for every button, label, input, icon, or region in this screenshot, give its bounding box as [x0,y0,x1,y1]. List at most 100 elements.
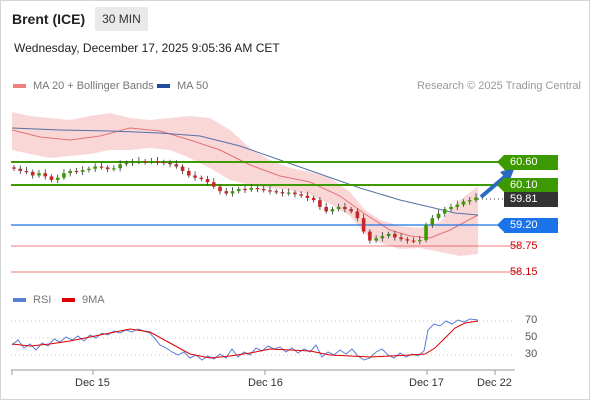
candle-body [137,161,141,163]
candle-body [68,170,72,174]
candle-body [330,209,335,212]
level-label-2: 60.10 [497,178,558,193]
x-label-dec17: Dec 17 [409,377,444,389]
level-label-1: 60.60 [497,155,558,170]
bollinger-band [12,112,478,256]
rsi-tick-70: 70 [525,314,538,326]
legend-bollinger: MA 20 + Bollinger Bands [13,80,154,92]
candle-body [112,168,116,170]
candle-body [355,211,360,219]
candle-body [124,162,129,165]
candle-body [162,162,166,164]
candle-body [180,166,185,171]
candle-body [349,209,353,212]
level-text-2: 60.10 [510,179,538,191]
legend-ma50: MA 50 [157,80,208,92]
candle-body [174,164,179,167]
candle-body [411,240,416,242]
candle-body [474,197,478,201]
candle-body [374,238,378,241]
candle-body [236,188,241,192]
candle-body [187,170,191,176]
level-text-4: 59.20 [510,219,538,231]
candle-body [455,204,460,207]
candle-body [255,188,260,190]
candle-body [467,200,472,202]
candle-body [293,192,297,195]
candle-body [305,195,310,198]
candle-body [218,186,222,192]
legend-swatch-ma50 [157,84,170,88]
candle-body [149,161,154,163]
candle-body [87,168,91,171]
level-label-5: 58.75 [504,239,558,254]
candle-body [30,171,35,176]
candle-body [205,179,210,183]
forecast-arrow [479,172,510,199]
candle-body [224,191,229,194]
level-text-3: 59.81 [510,193,538,205]
legend-rsi: RSI [13,294,51,306]
candlesticks [12,157,478,245]
level-text-5: 58.75 [510,240,538,252]
candle-body [155,161,160,163]
level-pointer-4 [497,218,504,232]
candle-body [249,188,254,190]
candle-body [261,188,266,191]
timeframe-selector[interactable]: 30 MIN [95,7,148,31]
candle-body [336,206,341,210]
candle-body [311,197,316,201]
candle-body [449,206,453,210]
level-text-1: 60.60 [510,156,538,168]
level-pointer-1 [497,155,504,169]
candle-body [286,192,291,194]
ma20-line [11,127,479,239]
candle-body [361,218,366,232]
title-bar: Brent (ICE) 30 MIN [12,6,148,32]
rsi-ma-line [11,320,479,359]
level-label-3: 59.81 [504,192,558,207]
legend-label-9ma: 9MA [82,294,105,306]
candle-body [93,166,97,169]
x-label-dec22: Dec 22 [477,377,512,389]
candle-body [418,240,422,242]
candle-body [99,166,104,168]
candle-body [105,167,110,170]
candle-body [386,233,391,237]
level-text-6: 58.15 [510,266,538,278]
candle-body [211,182,216,187]
candle-body [12,167,16,169]
level-label-6: 58.15 [504,265,558,280]
chart-datetime: Wednesday, December 17, 2025 9:05:36 AM … [14,41,280,55]
legend-label-bollinger: MA 20 + Bollinger Bands [33,80,154,92]
candle-body [424,224,428,241]
candle-body [168,162,172,165]
candle-body [230,191,235,194]
candle-body [18,168,23,171]
legend-swatch-rsi [13,298,26,302]
rsi-line [11,318,479,361]
candle-body [280,192,285,194]
candle-body [243,188,247,191]
candle-body [368,231,372,241]
candle-body [49,176,54,180]
candle-body [274,191,279,193]
forecast-arrow-head [500,167,515,182]
candle-body [193,175,197,178]
legend-swatch-9ma [62,298,75,302]
candle-body [399,237,403,240]
candle-body [299,194,303,196]
x-label-dec16: Dec 16 [248,377,283,389]
candle-body [118,164,122,169]
legend-label-ma50: MA 50 [177,80,209,92]
candle-body [62,173,66,178]
candle-body [143,161,147,163]
rsi-tick-30: 30 [525,348,538,360]
candle-body [55,177,60,180]
candle-body [442,209,447,214]
legend-swatch-bollinger [13,84,26,88]
candle-body [405,239,410,241]
candle-body [80,170,85,172]
candle-body [43,173,48,177]
